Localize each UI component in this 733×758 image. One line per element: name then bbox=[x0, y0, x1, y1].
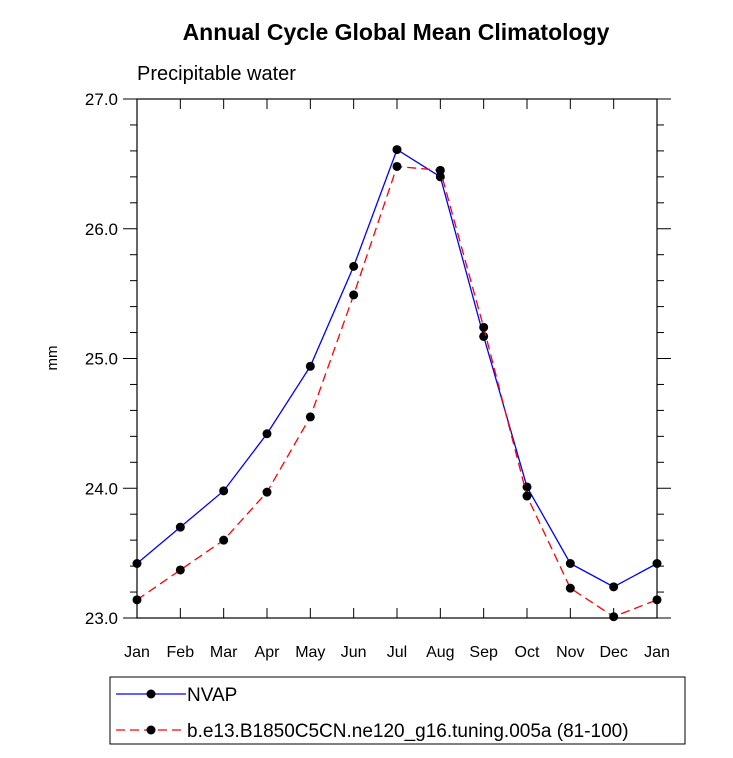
series-2-point bbox=[652, 595, 662, 605]
x-tick-label: May bbox=[295, 644, 325, 661]
series-2-point bbox=[305, 412, 315, 422]
series-2-point bbox=[565, 583, 575, 593]
series-1-point bbox=[132, 559, 142, 569]
series-2-point bbox=[132, 595, 142, 605]
series-1-point bbox=[305, 361, 315, 371]
legend-marker-1 bbox=[146, 689, 156, 699]
series-1-point bbox=[392, 145, 402, 155]
series-1-point bbox=[219, 486, 229, 496]
series-2-point bbox=[522, 491, 532, 501]
legend-box bbox=[109, 676, 686, 745]
y-tick-label: 24.0 bbox=[85, 479, 118, 498]
x-tick-label: Jul bbox=[387, 644, 407, 661]
series-2-point bbox=[479, 322, 489, 332]
series-1-point bbox=[479, 331, 489, 341]
x-tick-label: Apr bbox=[255, 644, 281, 661]
x-tick-label: Mar bbox=[210, 644, 238, 661]
series-2-point bbox=[435, 165, 445, 175]
plot-frame bbox=[136, 98, 658, 619]
chart-title: Annual Cycle Global Mean Climatology bbox=[183, 19, 610, 45]
series-line-2 bbox=[136, 165, 658, 618]
x-tick-label: Sep bbox=[469, 644, 498, 661]
chart-subtitle: Precipitable water bbox=[137, 63, 296, 85]
series-2-point bbox=[392, 161, 402, 171]
series-2-point bbox=[349, 290, 359, 300]
series-2-point bbox=[219, 535, 229, 545]
y-axis-label: mm bbox=[44, 346, 61, 371]
series-1-point bbox=[565, 559, 575, 569]
x-tick-label: Jan bbox=[644, 644, 670, 661]
x-tick-label: Nov bbox=[556, 644, 584, 661]
x-tick-label: Aug bbox=[426, 644, 454, 661]
legend: NVAP b.e13.B1850C5CN.ne120_g16.tuning.005… bbox=[109, 676, 686, 745]
legend-label-2: b.e13.B1850C5CN.ne120_g16.tuning.005a (8… bbox=[187, 721, 629, 742]
y-tick-label: 26.0 bbox=[85, 220, 118, 239]
series-1-point bbox=[609, 582, 619, 592]
x-tick-label: Dec bbox=[599, 644, 627, 661]
y-tick-label: 25.0 bbox=[85, 350, 118, 369]
y-tick-label: 27.0 bbox=[85, 90, 118, 109]
x-tick-label: Jan bbox=[124, 644, 150, 661]
series-1-point bbox=[175, 522, 185, 532]
series-1-point bbox=[262, 429, 272, 439]
series-line-1 bbox=[136, 148, 658, 588]
x-tick-label: Oct bbox=[515, 644, 540, 661]
series-2-point bbox=[262, 487, 272, 497]
y-tick-label: 23.0 bbox=[85, 609, 118, 628]
series-1-point bbox=[349, 261, 359, 271]
x-tick-label: Feb bbox=[167, 644, 195, 661]
legend-label-1: NVAP bbox=[187, 685, 237, 706]
series-2-point bbox=[609, 612, 619, 622]
series-2-point bbox=[175, 565, 185, 575]
series-1-point bbox=[652, 559, 662, 569]
legend-marker-2 bbox=[146, 725, 156, 735]
x-tick-label: Jun bbox=[341, 644, 367, 661]
plot-area: Jan Feb Mar Apr May Jun Jul Aug Sep Oct Nov Dec Jan 2… bbox=[85, 90, 671, 661]
